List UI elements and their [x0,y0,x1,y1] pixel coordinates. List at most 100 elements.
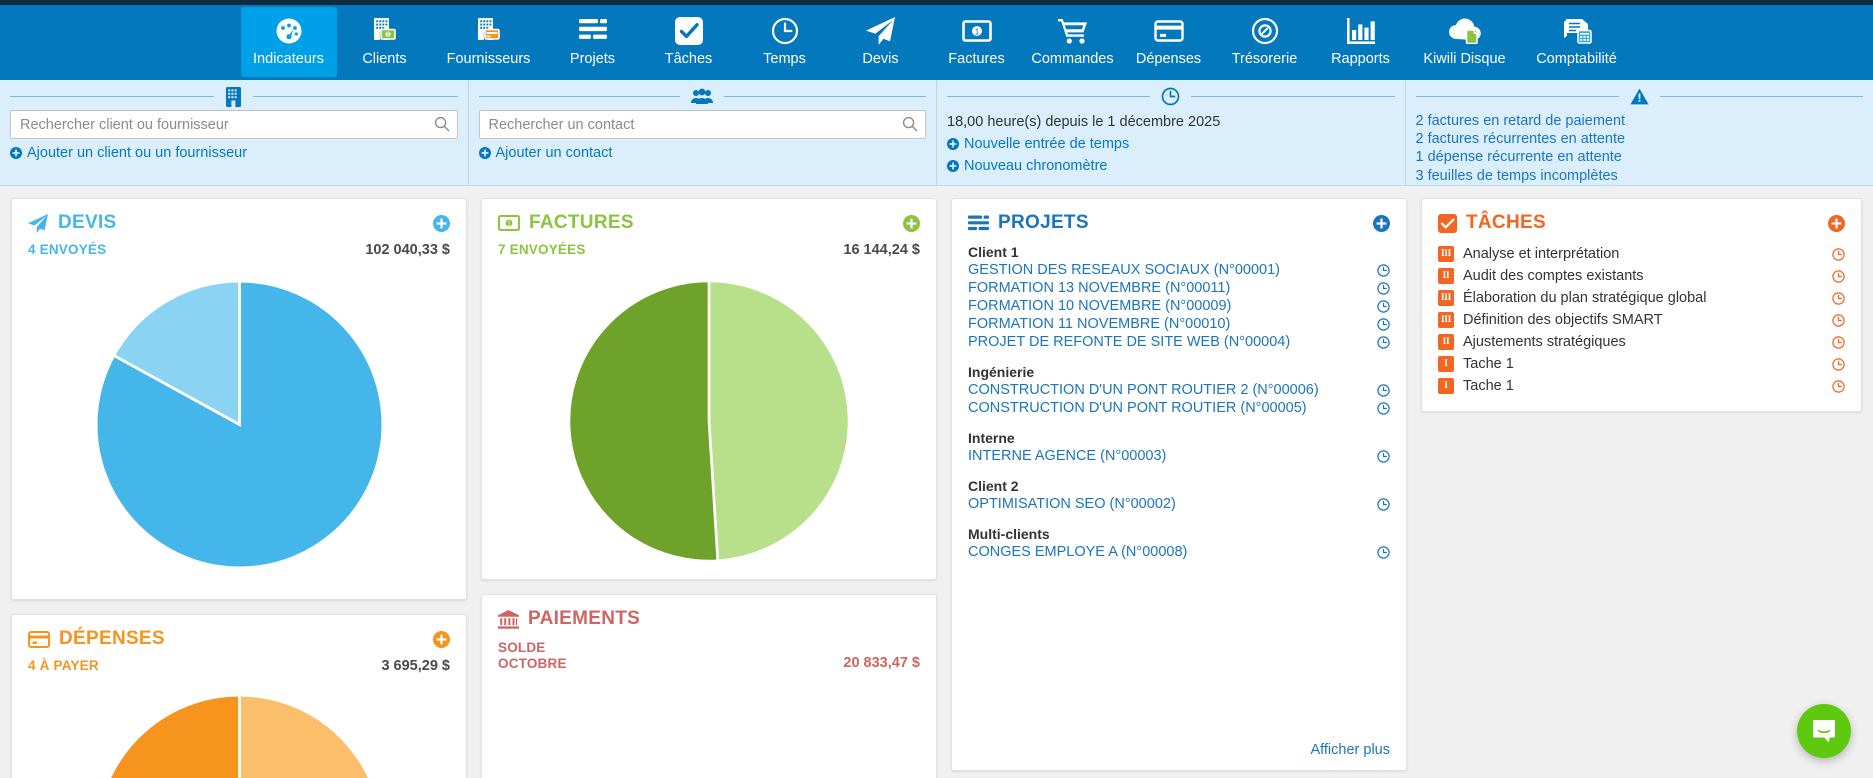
projet-link[interactable]: CONSTRUCTION D'UN PONT ROUTIER 2 (N°0000… [968,381,1319,398]
bank-icon [498,609,519,629]
tache-name[interactable]: Analyse et interprétation [1463,245,1620,262]
divider-right [1191,96,1395,97]
nav-item-commandes[interactable]: Commandes [1025,7,1121,77]
clock-icon[interactable] [1377,281,1390,295]
time-link-2[interactable]: Nouveau chronomètre [947,158,1395,174]
projet-link[interactable]: FORMATION 11 NOVEMBRE (N°00010) [968,315,1231,332]
priority-badge: I [1438,356,1454,372]
clock-icon[interactable] [1377,545,1390,559]
tache-name[interactable]: Tache 1 [1463,377,1514,394]
contacts-divider [478,80,926,104]
add-facture-button[interactable] [903,214,920,232]
time-links: Nouvelle entrée de temps Nouveau chronomè… [947,136,1395,174]
dashboard-column-4: TÂCHES III Analyse et interprétation II Aud… [1421,198,1862,412]
projet-link[interactable]: FORMATION 13 NOVEMBRE (N°00011) [968,279,1231,296]
add-client-link[interactable]: Ajouter un client ou un fournisseur [10,145,458,161]
tache-row: III Analyse et interprétation [1438,243,1845,265]
depenses-pie-chart [12,674,466,778]
add-contact-label: Ajouter un contact [495,145,613,161]
projet-link[interactable]: OPTIMISATION SEO (N°00002) [968,495,1176,512]
nav-item-comptabilit[interactable]: Comptabilité [1521,7,1633,77]
projet-group-title: Ingénierie [968,364,1035,380]
devis-stat-value: 102 040,33 $ [365,242,450,258]
nav-item-devis[interactable]: Devis [833,7,929,77]
tache-name[interactable]: Audit des comptes existants [1463,267,1644,284]
paiements-rows: SOLDE OCTOBRE 20 833,47 $ [482,630,936,687]
projet-row: GESTION DES RESEAUX SOCIAUX (N°00001) [968,261,1390,279]
alert-item[interactable]: 3 feuilles de temps incomplètes [1415,167,1618,184]
projet-link[interactable]: FORMATION 10 NOVEMBRE (N°00009) [968,297,1232,314]
depenses-pie-svg [107,693,371,778]
projet-link[interactable]: PROJET DE REFONTE DE SITE WEB (N°00004) [968,333,1291,350]
clock-icon[interactable] [1832,291,1845,305]
alert-item[interactable]: 2 factures récurrentes en attente [1415,131,1626,148]
clock-icon[interactable] [1832,313,1845,327]
nav-item-clients[interactable]: $ Clients [337,7,433,77]
clock-icon[interactable] [1377,317,1390,331]
projets-card: PROJETS Client 1 GESTION DES RESEAUX SOCI… [951,198,1407,771]
clock-icon[interactable] [1377,401,1390,415]
clock-icon[interactable] [1377,299,1390,313]
projet-link[interactable]: CONGES EMPLOYE A (N°00008) [968,543,1188,560]
clock-icon[interactable] [1377,383,1390,397]
projet-link[interactable]: CONSTRUCTION D'UN PONT ROUTIER (N°00005) [968,399,1307,416]
nav-item-kiwili-disque[interactable]: Kiwili Disque [1409,7,1521,77]
clock-icon[interactable] [1832,335,1845,349]
divider-left [10,96,215,97]
nav-item-d-penses[interactable]: Dépenses [1121,7,1217,77]
tache-name[interactable]: Ajustements stratégiques [1463,333,1626,350]
alert-item[interactable]: 2 factures en retard de paiement [1415,113,1626,129]
dashboard-column-1: DEVIS 4 ENVOYÉS 102 040,33 $ [11,198,467,778]
nav-item-factures[interactable]: 1 Factures [929,7,1025,77]
depenses-stat-label: 4 À PAYER [28,658,99,673]
nav-item-projets[interactable]: Projets [545,7,641,77]
nav-item-rapports[interactable]: Rapports [1313,7,1409,77]
clock-icon[interactable] [1832,247,1845,261]
priority-badge: III [1438,312,1454,328]
clock-icon[interactable] [1832,269,1845,283]
clock-icon[interactable] [1832,379,1845,393]
projet-row: CONSTRUCTION D'UN PONT ROUTIER 2 (N°0000… [968,381,1390,399]
add-tache-button[interactable] [1828,214,1845,232]
tache-name[interactable]: Définition des objectifs SMART [1463,311,1663,328]
time-summary: 18,00 heure(s) depuis le 1 décembre 2025 [947,114,1221,130]
add-contact-link[interactable]: Ajouter un contact [478,145,927,161]
paiement-value: 20 833,47 $ [843,655,920,671]
tache-name[interactable]: Tache 1 [1463,355,1514,372]
clock-icon [771,16,799,46]
time-link-1[interactable]: Nouvelle entrée de temps [947,136,1395,152]
tache-name[interactable]: Élaboration du plan stratégique global [1463,289,1707,306]
projet-link[interactable]: INTERNE AGENCE (N°00003) [968,447,1167,464]
clock-icon[interactable] [1832,357,1845,371]
nav-item-temps[interactable]: Temps [737,7,833,77]
chat-widget-button[interactable] [1797,704,1851,758]
depenses-stats: 4 À PAYER 3 695,29 $ [12,650,466,674]
nav-item-fournisseurs[interactable]: Fournisseurs [433,7,545,77]
clock-icon[interactable] [1377,335,1390,349]
projet-group: Ingénierie CONSTRUCTION D'UN PONT ROUTIER… [968,364,1390,417]
alert-item[interactable]: 1 dépense récurrente en attente [1415,149,1622,166]
projets-list: Client 1 GESTION DES RESEAUX SOCIAUX (N°0… [952,234,1406,726]
clock-icon[interactable] [1377,497,1390,511]
contacts-search-panel: Ajouter un contact [467,80,937,185]
search-contact-input[interactable] [478,110,926,139]
clock-icon[interactable] [1377,449,1390,463]
nav-item-indicateurs[interactable]: Indicateurs [240,7,337,77]
quick-actions-bar: Ajouter un client ou un fournisseur [0,80,1873,186]
main-navigation: Indicateurs $ Clients Fournisseurs Projets Tâ… [0,5,1873,80]
projets-show-more-link[interactable]: Afficher plus [1310,742,1390,758]
projet-group: Client 2 OPTIMISATION SEO (N°00002) [968,478,1390,513]
add-devis-button[interactable] [433,214,450,232]
paper-plane-icon [865,16,896,46]
nav-item-t-ches[interactable]: Tâches [641,7,737,77]
clock-icon[interactable] [1377,263,1390,277]
alerts-panel: 2 factures en retard de paiement 2 factur… [1404,80,1873,185]
add-projet-button[interactable] [1373,214,1390,232]
search-client-input[interactable] [10,110,458,139]
nav-item-tr-sorerie[interactable]: Trésorerie [1217,7,1313,77]
building-icon [225,86,242,107]
add-depense-button[interactable] [433,630,450,648]
projet-group: Client 1 GESTION DES RESEAUX SOCIAUX (N°0… [968,244,1390,351]
projet-link[interactable]: GESTION DES RESEAUX SOCIAUX (N°00001) [968,261,1280,278]
svg-text:$: $ [386,32,389,38]
